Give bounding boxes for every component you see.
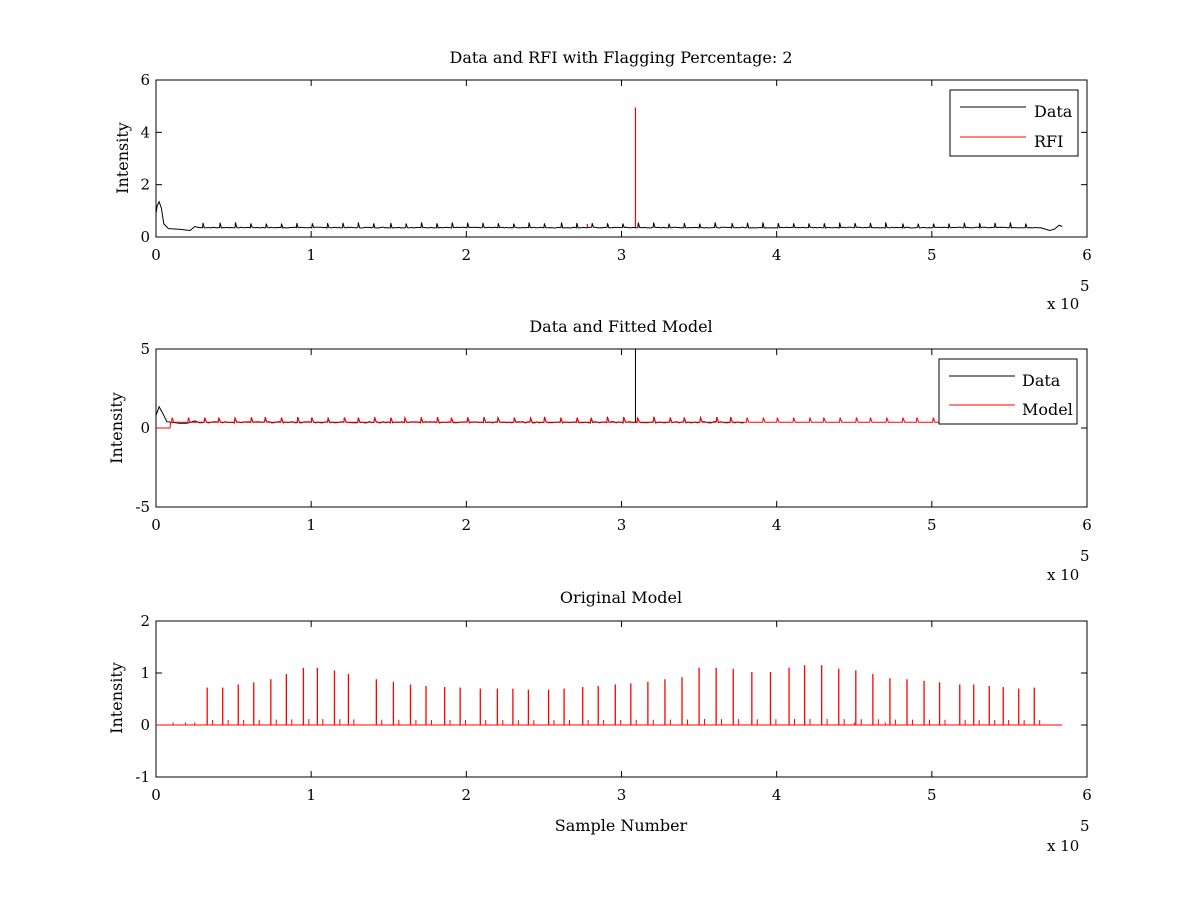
panel-1-legend-label-rfi: RFI: [1034, 132, 1063, 151]
panel-2-legend-box: [938, 358, 1078, 425]
y-tick-label: 6: [140, 71, 150, 89]
y-tick-label: 0: [140, 716, 150, 734]
panel-2-legend: Data Model: [938, 358, 1078, 425]
y-tick-label: 1: [140, 664, 150, 682]
panel-2-x-multiplier: x 10: [1047, 566, 1079, 584]
panel-2-legend-label-data: Data: [1022, 371, 1061, 390]
x-tick-label: 0: [151, 516, 161, 534]
panel-1-y-ticks: 0 2 4 6: [140, 71, 1087, 246]
panel-2-axes-box: [155, 348, 1088, 508]
panel-3-y-ticks: -1 0 1 2: [135, 612, 1087, 786]
panel-2-legend-label-model: Model: [1022, 400, 1073, 419]
y-tick-label: 4: [140, 123, 150, 141]
y-tick-label: 0: [140, 228, 150, 246]
y-tick-label: -1: [135, 768, 150, 786]
panel-1-x-exponent: 5: [1080, 277, 1090, 295]
panel-3-x-label: Sample Number: [555, 816, 688, 835]
panel-3-x-multiplier: x 10: [1047, 837, 1079, 855]
y-tick-label: 0: [140, 419, 150, 437]
x-tick-label: 2: [462, 786, 472, 804]
panel-1-x-multiplier: x 10: [1047, 295, 1079, 313]
series-data-line: [155, 200, 1063, 232]
y-tick-label: -5: [135, 498, 150, 516]
x-tick-label: 4: [772, 246, 782, 264]
x-tick-label: 2: [462, 246, 472, 264]
y-tick-label: 2: [140, 612, 150, 630]
x-tick-label: 5: [927, 246, 937, 264]
x-tick-label: 1: [306, 786, 316, 804]
panel-3-x-ticks: 0 1 2 3 4 5 6: [151, 621, 1092, 804]
x-tick-label: 5: [927, 786, 937, 804]
panel-2-y-label: Intensity: [107, 392, 126, 464]
x-tick-label: 1: [306, 246, 316, 264]
panel-2-series: [155, 349, 1059, 429]
panel-1-axes-box: [155, 79, 1088, 238]
panel-1-x-ticks: 0 1 2 3 4 5 6: [151, 80, 1092, 264]
x-tick-label: 0: [151, 246, 161, 264]
panel-3-x-exponent: 5: [1080, 817, 1090, 835]
x-tick-label: 4: [772, 516, 782, 534]
x-tick-label: 6: [1082, 246, 1092, 264]
x-tick-label: 2: [462, 516, 472, 534]
panel-2-x-ticks: 0 1 2 3 4 5 6: [151, 349, 1092, 534]
x-tick-label: 5: [927, 516, 937, 534]
panel-1-legend: Data RFI: [949, 89, 1079, 157]
y-tick-label: 5: [140, 340, 150, 358]
x-tick-label: 4: [772, 786, 782, 804]
panel-1-legend-box: [949, 89, 1079, 157]
panel-3-series: [156, 665, 1063, 726]
panel-3-y-label: Intensity: [107, 662, 126, 734]
panel-1: Data and RFI with Flagging Percentage: 2…: [113, 48, 1092, 313]
x-tick-label: 3: [617, 246, 627, 264]
panel-3-axes-box: [155, 620, 1088, 778]
y-tick-label: 2: [140, 176, 150, 194]
x-tick-label: 6: [1082, 516, 1092, 534]
x-tick-label: 3: [617, 516, 627, 534]
panel-3-title: Original Model: [560, 588, 682, 607]
x-tick-label: 0: [151, 786, 161, 804]
x-tick-label: 3: [617, 786, 627, 804]
x-tick-label: 6: [1082, 786, 1092, 804]
panel-2-x-exponent: 5: [1080, 547, 1090, 565]
x-tick-label: 1: [306, 516, 316, 534]
panel-1-y-label: Intensity: [113, 122, 132, 194]
panel-2-title: Data and Fitted Model: [529, 317, 712, 336]
panel-1-title: Data and RFI with Flagging Percentage: 2: [449, 48, 792, 67]
panel-1-series: [155, 107, 1063, 232]
panel-1-legend-label-data: Data: [1034, 102, 1073, 121]
series-model-line: [156, 417, 1059, 429]
